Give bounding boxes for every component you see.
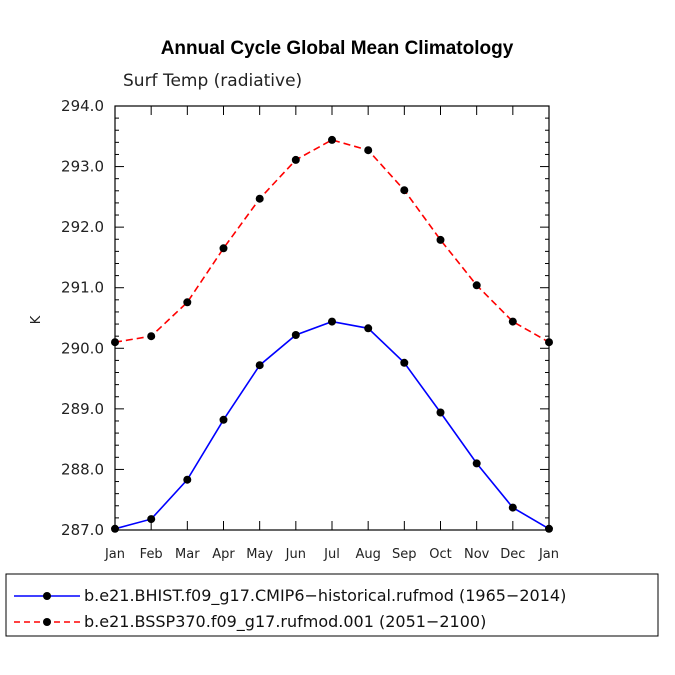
x-tick-label: Jan: [104, 547, 125, 562]
x-tick-label: Oct: [429, 547, 451, 562]
data-point-s0-7: [364, 324, 373, 333]
data-point-s0-10: [472, 459, 481, 468]
legend: b.e21.BHIST.f09_g17.CMIP6−historical.ruf…: [5, 573, 659, 637]
data-point-s0-5: [291, 331, 300, 339]
data-point-s0-11: [508, 503, 517, 512]
legend-label-ssp370: b.e21.BSSP370.f09_g17.rufmod.001 (2051−2…: [84, 612, 486, 632]
data-point-s0-9: [436, 408, 445, 417]
data-point-s1-1: [147, 332, 156, 341]
x-tick-label: Jul: [323, 547, 340, 562]
legend-label-historical: b.e21.BHIST.f09_g17.CMIP6−historical.ruf…: [84, 586, 566, 606]
y-tick-label: 287.0: [61, 521, 104, 539]
data-point-s0-2: [183, 475, 192, 484]
data-point-s0-3: [219, 415, 228, 424]
x-tick-label: Jun: [285, 547, 306, 562]
x-tick-label: Jan: [538, 547, 559, 562]
data-point-s1-6: [328, 135, 336, 144]
data-point-s1-11: [508, 317, 517, 326]
chart-subtitle: Surf Temp (radiative): [123, 71, 302, 91]
data-point-s1-5: [291, 155, 300, 164]
chart-title: Annual Cycle Global Mean Climatology: [161, 38, 514, 59]
data-point-s1-4: [255, 194, 264, 203]
y-tick-label: 291.0: [61, 279, 104, 297]
y-tick-label: 294.0: [61, 97, 104, 115]
y-tick-label: 288.0: [61, 460, 104, 478]
data-point-s1-7: [364, 146, 373, 155]
series-layer: [111, 135, 553, 533]
data-point-s1-8: [400, 186, 409, 195]
x-tick-label: Apr: [212, 547, 235, 562]
data-point-s0-8: [400, 358, 409, 367]
y-axis-label: K: [29, 315, 44, 324]
x-tick-label: Sep: [392, 547, 417, 562]
legend-box: [5, 573, 659, 637]
series-line-0: [114, 320, 550, 530]
x-tick-labels: Jan Feb Mar Apr May Jun Jul Aug Sep Oct Nov Dec Jan: [104, 547, 559, 562]
y-tick-label: 292.0: [61, 218, 104, 236]
data-point-s1-3: [219, 244, 228, 253]
series-line-1: [114, 139, 550, 343]
x-tick-label: Nov: [464, 547, 490, 562]
y-tick-label: 290.0: [61, 339, 104, 357]
data-point-s0-1: [147, 515, 156, 524]
data-point-s1-10: [472, 281, 481, 290]
y-tick-label: 289.0: [61, 400, 104, 418]
data-point-s0-6: [328, 317, 336, 326]
data-point-s1-2: [183, 298, 192, 307]
x-tick-label: Dec: [500, 547, 525, 562]
x-tick-label: Aug: [356, 547, 381, 562]
legend-marker-ssp370: [43, 618, 51, 626]
y-tick-labels: 287.0 288.0 289.0 290.0 291.0 292.0 293.0 294.0: [61, 97, 104, 539]
tick-layer: [114, 105, 550, 531]
x-tick-label: Feb: [140, 547, 163, 562]
data-point-s0-4: [255, 361, 264, 370]
legend-marker-historical: [43, 592, 51, 600]
y-tick-label: 293.0: [61, 158, 104, 176]
data-point-s1-9: [436, 235, 445, 244]
x-tick-label: Mar: [175, 547, 200, 562]
x-tick-label: May: [246, 547, 273, 562]
